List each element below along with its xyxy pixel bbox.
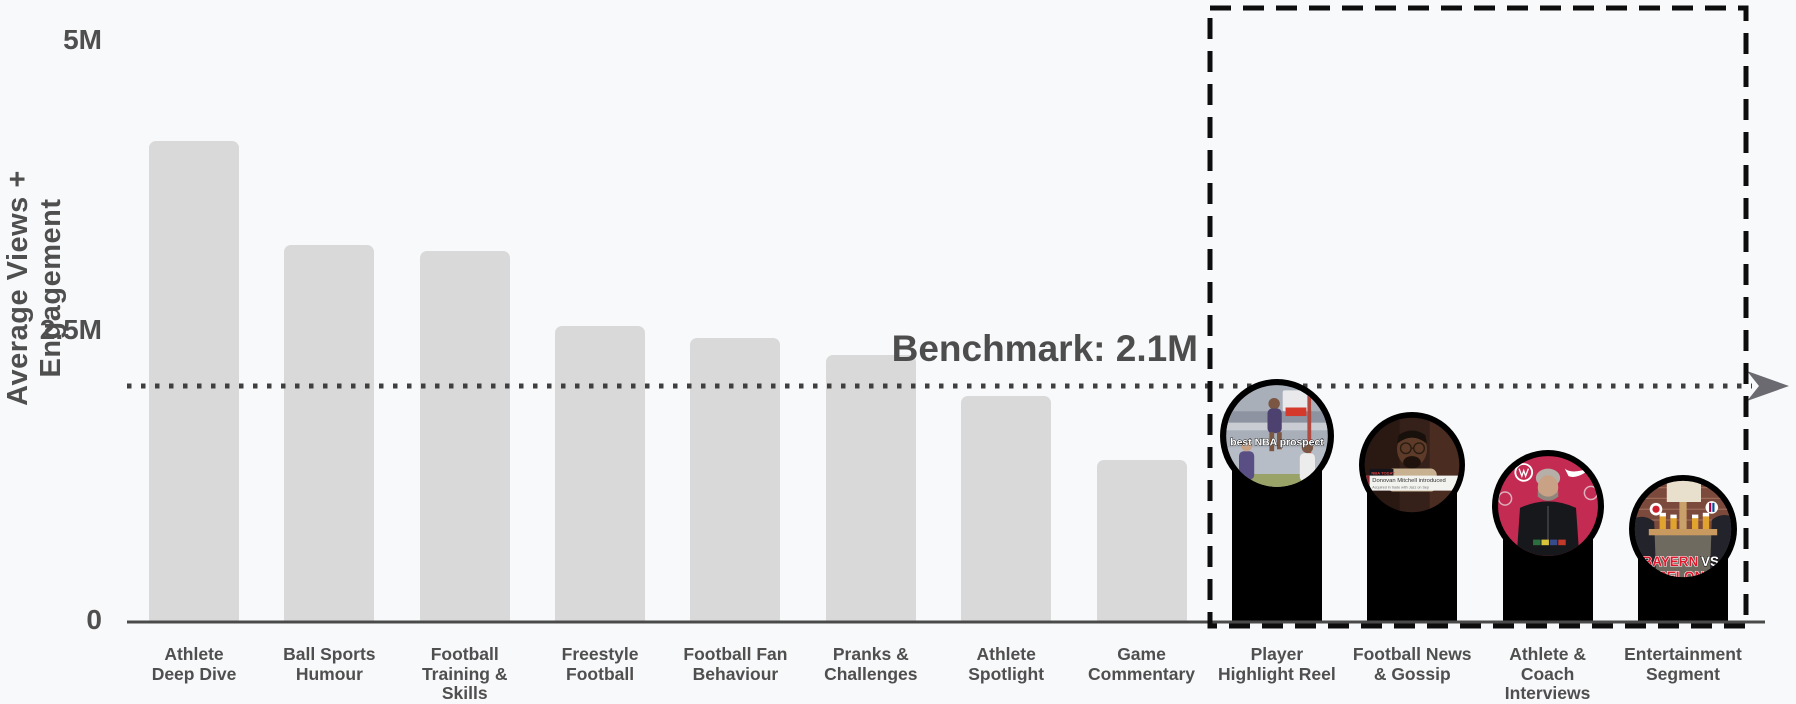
bar-football-training-skills <box>419 250 510 622</box>
video-thumbnail-athlete-coach-interviews <box>1491 450 1604 562</box>
svg-text:NBA TODAY: NBA TODAY <box>1372 471 1396 476</box>
x-label-football-news-gossip: Football News & Gossip <box>1352 644 1472 684</box>
x-label-pranks-challenges: Pranks & Challenges <box>824 644 918 684</box>
x-label-ball-sports-humour: Ball Sports Humour <box>283 644 376 684</box>
x-label-entertainment-segment: Entertainment Segment <box>1624 644 1742 684</box>
bar-athlete-deep-dive <box>149 140 239 622</box>
y-axis-title: Average Views + Engagement <box>2 170 67 406</box>
video-thumbnail-player-highlight-reel: best NBA prospect <box>1219 379 1334 494</box>
x-label-player-highlight-reel: Player Highlight Reel <box>1218 644 1336 684</box>
x-label-freestyle-football: Freestyle Football <box>561 644 639 684</box>
x-label-game-commentary: Game Commentary <box>1088 644 1195 684</box>
benchmark-label: Benchmark: 2.1M <box>891 328 1198 369</box>
x-label-athlete-spotlight: Athlete Spotlight <box>968 644 1045 684</box>
y-tick-0: 0 <box>86 604 102 635</box>
y-tick-5m: 5M <box>63 24 102 55</box>
y-tick-2-5m: 2.5M <box>39 314 102 345</box>
svg-text:Donovan Mitchell introduced: Donovan Mitchell introduced <box>1372 479 1446 485</box>
benchmark-arrow-icon <box>1747 371 1789 401</box>
svg-text:best NBA prospect: best NBA prospect <box>1230 438 1324 449</box>
bar-game-commentary <box>1096 459 1187 622</box>
bar-athlete-spotlight <box>961 395 1052 622</box>
svg-text:Acquired in trade with Jazz on: Acquired in trade with Jazz on Sep <box>1372 486 1429 490</box>
x-label-football-fan-behaviour: Football Fan Behaviour <box>683 644 788 684</box>
x-label-athlete-deep-dive: Athlete Deep Dive <box>151 644 237 684</box>
bar-ball-sports-humour <box>284 245 375 622</box>
video-thumbnail-entertainment-segment: BAYERN VS RCELON <box>1628 475 1737 584</box>
bar-football-fan-behaviour <box>690 337 781 622</box>
bar-pranks-challenges <box>825 355 916 622</box>
video-thumbnail-football-news-gossip: NBA TODAY Donovan Mitchell introduced Ac… <box>1359 412 1466 519</box>
x-label-athlete-coach-interviews: Athlete & Coach Interviews <box>1504 644 1591 703</box>
x-label-football-training-skills: Football Training & Skills <box>421 644 508 703</box>
bar-freestyle-football <box>555 326 646 622</box>
